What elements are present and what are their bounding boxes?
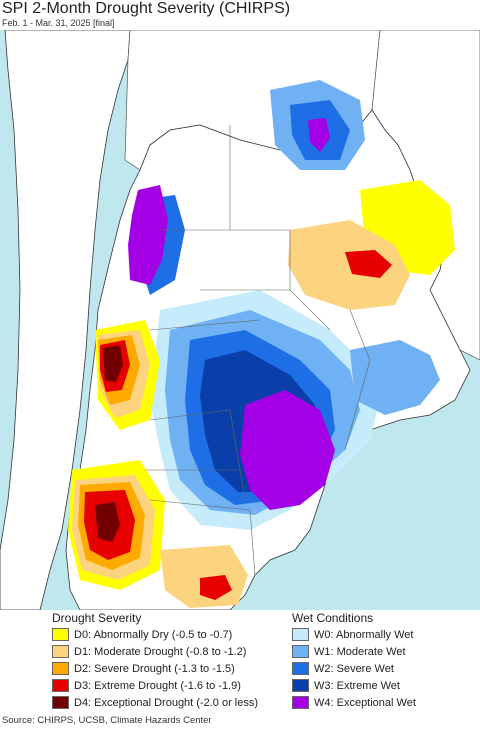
swatch-w2 xyxy=(292,662,309,675)
swatch-d4 xyxy=(52,696,69,709)
wet-legend-title: Wet Conditions xyxy=(292,611,374,625)
legend-item-d3: D3: Extreme Drought (-1.6 to -1.9) xyxy=(52,677,258,694)
swatch-w4 xyxy=(292,696,309,709)
province-borders xyxy=(145,125,371,576)
w4-area-north xyxy=(308,118,330,152)
swatch-d3 xyxy=(52,679,69,692)
legend-label: D4: Exceptional Drought (-2.0 or less) xyxy=(74,696,259,709)
drought-map xyxy=(0,30,480,610)
d4-area-west-central xyxy=(103,345,123,382)
legend-label: D1: Moderate Drought (-0.8 to -1.2) xyxy=(74,645,247,658)
legend-label: D2: Severe Drought (-1.3 to -1.5) xyxy=(74,662,235,675)
legend-label: W2: Severe Wet xyxy=(314,662,394,675)
swatch-w3 xyxy=(292,679,309,692)
source-note: Source: CHIRPS, UCSB, Climate Hazards Ce… xyxy=(2,715,212,726)
d4-area-south xyxy=(95,502,120,542)
legend-item-w0: W0: Abnormally Wet xyxy=(292,626,416,643)
map-title: SPI 2-Month Drought Severity (CHIRPS) xyxy=(2,0,291,17)
d3-area-southeast xyxy=(200,575,232,600)
swatch-w0 xyxy=(292,628,309,641)
legend-item-d2: D2: Severe Drought (-1.3 to -1.5) xyxy=(52,660,258,677)
legend-label: W1: Moderate Wet xyxy=(314,645,406,658)
legend-label: W4: Exceptional Wet xyxy=(314,696,416,709)
swatch-d2 xyxy=(52,662,69,675)
swatch-d0 xyxy=(52,628,69,641)
legend-item-w3: W3: Extreme Wet xyxy=(292,677,416,694)
legend-item-w1: W1: Moderate Wet xyxy=(292,643,416,660)
legend-item-d1: D1: Moderate Drought (-0.8 to -1.2) xyxy=(52,643,258,660)
legend-label: W0: Abnormally Wet xyxy=(314,628,414,641)
legend-label: D0: Abnormally Dry (-0.5 to -0.7) xyxy=(74,628,233,641)
drought-map-canvas xyxy=(0,30,480,610)
drought-legend-title: Drought Severity xyxy=(52,611,142,625)
w1-area-east xyxy=(350,340,440,415)
w4-area-center xyxy=(240,390,335,510)
legend-item-w2: W2: Severe Wet xyxy=(292,660,416,677)
chile-land xyxy=(0,30,131,610)
wet-legend: Wet Conditions W0: Abnormally Wet W1: Mo… xyxy=(292,610,416,711)
swatch-d1 xyxy=(52,645,69,658)
legend-item-w4: W4: Exceptional Wet xyxy=(292,694,416,711)
drought-areas xyxy=(68,180,455,608)
legend-item-d4: D4: Exceptional Drought (-2.0 or less) xyxy=(52,694,258,711)
legend-item-d0: D0: Abnormally Dry (-0.5 to -0.7) xyxy=(52,626,258,643)
drought-legend: Drought Severity D0: Abnormally Dry (-0.… xyxy=(52,610,258,711)
w4-area-west xyxy=(128,185,168,285)
legend: Drought Severity D0: Abnormally Dry (-0.… xyxy=(0,610,480,714)
map-subtitle: Feb. 1 - Mar. 31, 2025 [final] xyxy=(2,18,115,28)
d3-area-northeast xyxy=(345,250,392,278)
legend-label: D3: Extreme Drought (-1.6 to -1.9) xyxy=(74,679,241,692)
swatch-w1 xyxy=(292,645,309,658)
d1-area-northeast xyxy=(288,220,410,310)
header: SPI 2-Month Drought Severity (CHIRPS) Fe… xyxy=(0,0,480,30)
legend-label: W3: Extreme Wet xyxy=(314,679,400,692)
